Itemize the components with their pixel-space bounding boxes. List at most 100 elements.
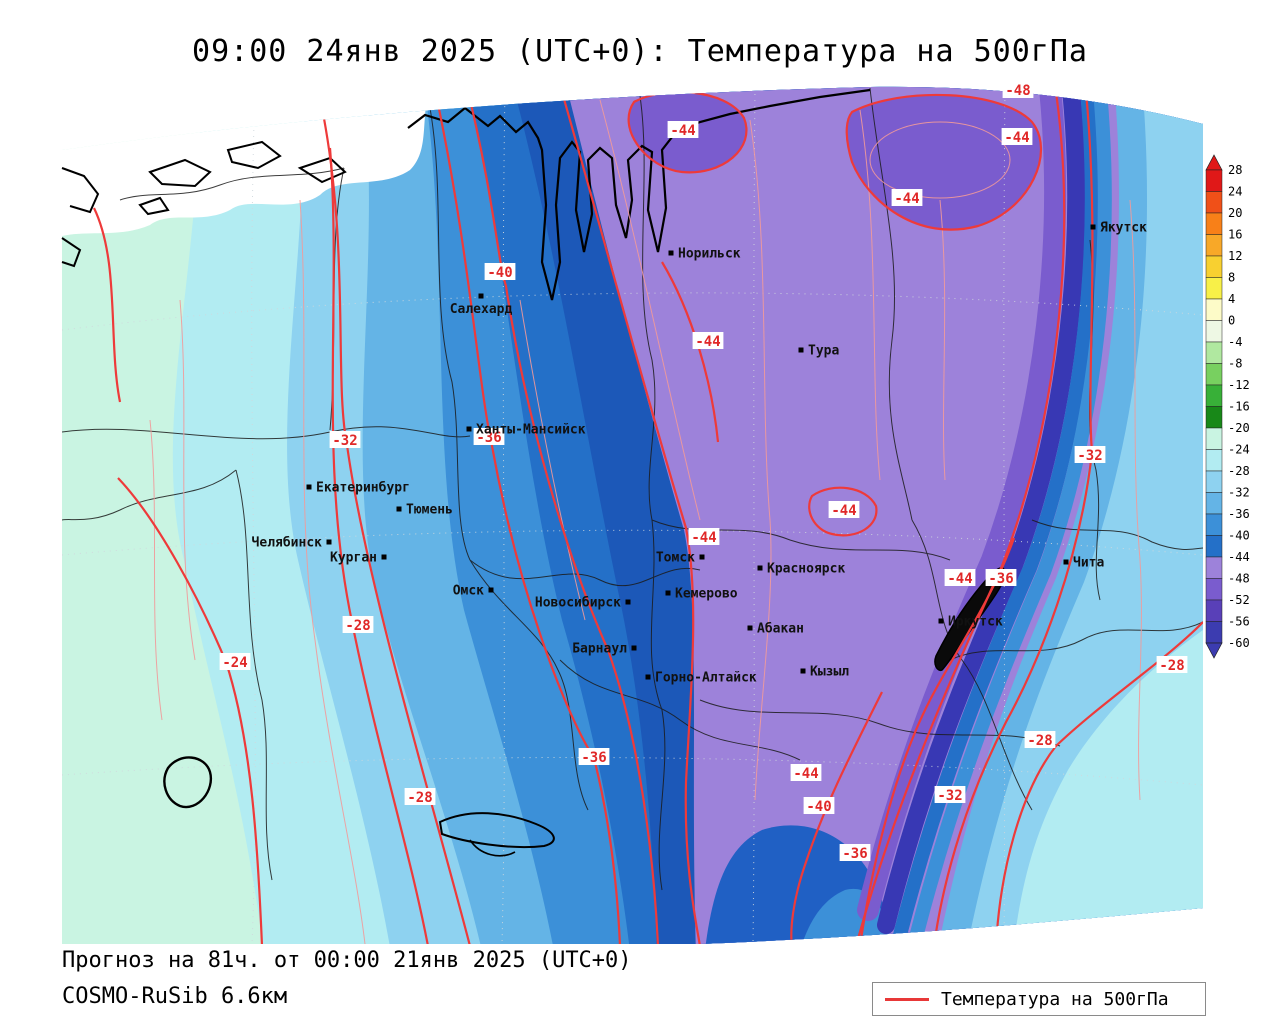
contour-label: -44	[670, 123, 695, 139]
colorbar-band	[1205, 191, 1223, 214]
city-marker	[800, 668, 806, 674]
colorbar-band	[1205, 255, 1223, 278]
colorbar-tick-label: -20	[1228, 421, 1250, 435]
contour-label-box	[934, 786, 966, 803]
contour-label-box	[1024, 731, 1056, 748]
contour-label-box	[578, 748, 610, 765]
city-marker	[1090, 224, 1096, 230]
city-label: Тюмень	[406, 503, 453, 518]
contour-label: -36	[581, 750, 606, 766]
colorbar-tick-label: -36	[1228, 507, 1250, 521]
city-marker	[757, 565, 763, 571]
city-label: Екатеринбург	[316, 481, 410, 496]
city-marker	[631, 645, 637, 651]
contour-label: -44	[695, 334, 720, 350]
contour-label: -28	[345, 618, 370, 634]
contour-label-box	[688, 528, 720, 545]
city-label: Абакан	[757, 622, 804, 637]
colorbar-band	[1205, 599, 1223, 622]
city-label: Барнаул	[572, 642, 627, 657]
colorbar-band	[1205, 234, 1223, 257]
city-marker	[396, 506, 402, 512]
city-label: Томск	[656, 551, 695, 566]
colorbar-top-arrow	[1205, 154, 1223, 171]
city-label: Кемерово	[675, 587, 738, 602]
colorbar-tick-label: -40	[1228, 529, 1250, 543]
city-marker	[306, 484, 312, 490]
contour-label-box	[219, 653, 251, 670]
colorbar-band	[1205, 621, 1223, 644]
contour-label-box	[692, 332, 724, 349]
contour-label: -44	[793, 766, 818, 782]
contour-label: -44	[947, 571, 972, 587]
contour-label: -40	[806, 799, 831, 815]
colorbar-band	[1205, 277, 1223, 300]
colorbar-band	[1205, 470, 1223, 493]
city-marker	[466, 426, 472, 432]
colorbar-tick-label: 24	[1228, 185, 1242, 199]
colorbar-tick-label: 8	[1228, 271, 1235, 285]
colorbar-band	[1205, 556, 1223, 579]
contour-label-box	[473, 428, 505, 445]
city-marker	[645, 674, 651, 680]
graticule	[62, 87, 1203, 944]
contour-label: -32	[937, 788, 962, 804]
colorbar-tick-label: -16	[1228, 400, 1250, 414]
contour-label-box	[404, 788, 436, 805]
colorbar-tick-label: -32	[1228, 486, 1250, 500]
colorbar-band	[1205, 578, 1223, 601]
contour-label: -32	[1077, 448, 1102, 464]
colorbar-tick-label: -12	[1228, 378, 1250, 392]
contour-label-box	[790, 764, 822, 781]
city-label: Тура	[808, 344, 839, 359]
forecast-info: Прогноз на 81ч. от 00:00 21янв 2025 (UTC…	[62, 948, 632, 973]
colorbar-tick-label: 12	[1228, 249, 1242, 263]
colorbar-tick-label: 20	[1228, 206, 1242, 220]
city-layer: Норильск Салехард Тура Ханты-Мансийск Екатер…	[252, 221, 1148, 686]
minor-isotherms	[149, 99, 1142, 944]
colorbar-band	[1205, 169, 1223, 192]
islands	[61, 140, 347, 268]
contour-label: -44	[831, 503, 856, 519]
legend-line-sample	[885, 997, 929, 1001]
colorbar-band	[1205, 212, 1223, 235]
city-marker	[747, 625, 753, 631]
city-marker	[1063, 559, 1069, 565]
contour-label-box	[329, 431, 361, 448]
colorbar-band	[1205, 449, 1223, 472]
city-marker	[665, 590, 671, 596]
colorbar-tick-label: -48	[1228, 572, 1250, 586]
colorbar-band	[1205, 406, 1223, 429]
colorbar-band	[1205, 363, 1223, 386]
colorbar-tick-label: -44	[1228, 550, 1250, 564]
contour-label-box	[667, 121, 699, 138]
colorbar-tick-label: -52	[1228, 593, 1250, 607]
contour-label: -28	[1027, 733, 1052, 749]
contour-label-box	[484, 263, 516, 280]
colorbar-tick-label: 16	[1228, 228, 1242, 242]
arctic-coastline	[407, 88, 871, 301]
map-title: 09:00 24янв 2025 (UTC+0): Температура на…	[192, 34, 1088, 69]
city-marker	[699, 554, 705, 560]
contour-label-box	[803, 797, 835, 814]
contour-label: -32	[332, 433, 357, 449]
contour-label-box	[891, 189, 923, 206]
lakes	[163, 567, 1006, 857]
city-marker	[326, 539, 332, 545]
city-label: Омск	[453, 584, 484, 599]
city-label: Красноярск	[767, 562, 845, 577]
city-label: Новосибирск	[535, 596, 621, 611]
colorbar-tick-label: -60	[1228, 636, 1250, 650]
colorbar-band	[1205, 535, 1223, 558]
colorbar-tick-label: 28	[1228, 163, 1242, 177]
contour-label: -40	[487, 265, 512, 281]
colorbar-band	[1205, 320, 1223, 343]
contour-label: -28	[407, 790, 432, 806]
city-label: Норильск	[678, 247, 741, 262]
contour-label-box	[828, 501, 860, 518]
city-label: Челябинск	[252, 536, 323, 551]
city-marker	[798, 347, 804, 353]
city-label: Курган	[330, 551, 377, 566]
contour-label-box	[944, 569, 976, 586]
